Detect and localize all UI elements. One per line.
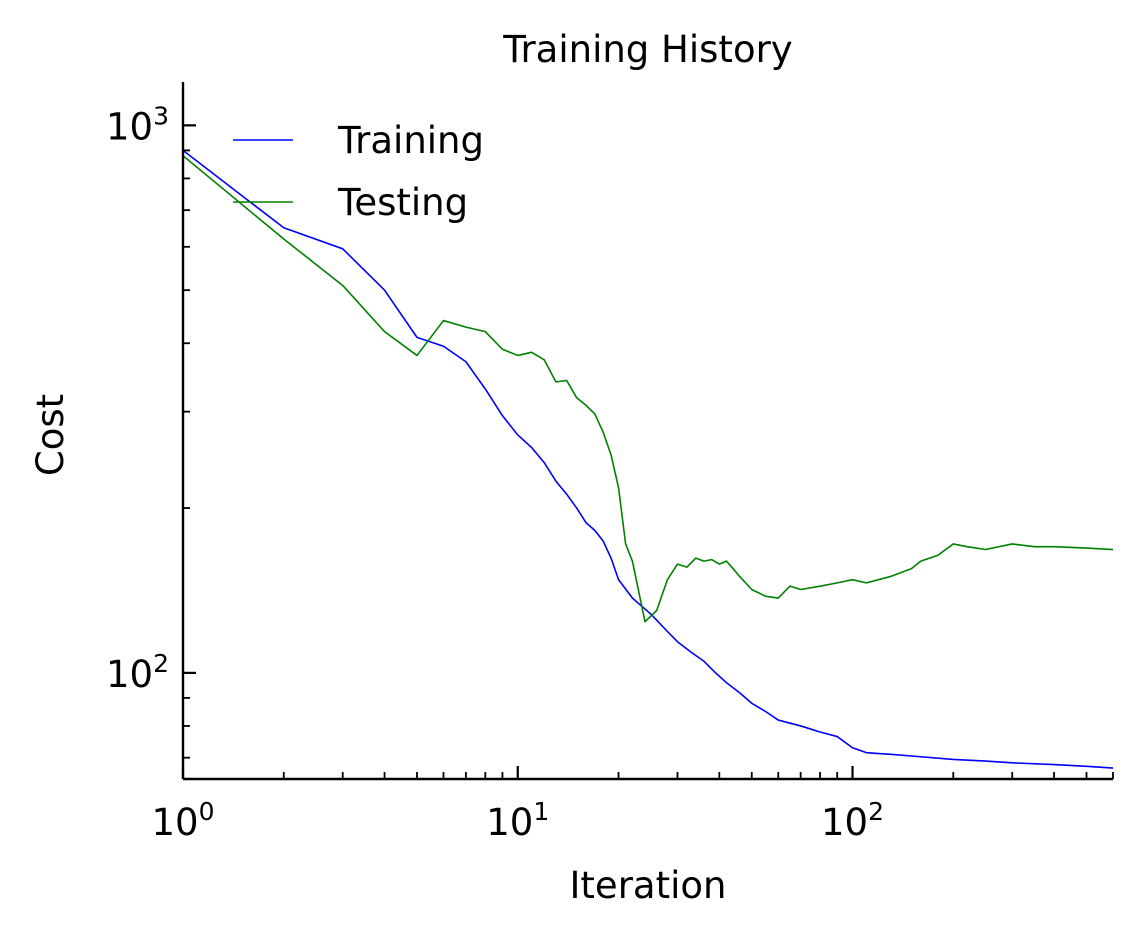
y-tick-label: 103 bbox=[106, 101, 169, 148]
series-line-testing bbox=[183, 155, 1113, 623]
x-tick-label: 100 bbox=[152, 797, 215, 844]
x-axis-label: Iteration bbox=[570, 864, 727, 907]
x-tick-label: 102 bbox=[821, 797, 884, 844]
series-line-training bbox=[183, 149, 1113, 769]
legend: Training Testing bbox=[233, 119, 484, 224]
legend-label-training: Training bbox=[337, 119, 484, 162]
legend-label-testing: Testing bbox=[337, 181, 468, 224]
series-layer bbox=[183, 149, 1113, 769]
x-tick-label: 101 bbox=[486, 797, 549, 844]
y-axis-label: Cost bbox=[29, 394, 72, 476]
axes-layer: 100 101 102 102 103 bbox=[106, 82, 1114, 844]
chart-title: Training History bbox=[502, 28, 792, 71]
y-tick-label: 102 bbox=[106, 649, 169, 696]
